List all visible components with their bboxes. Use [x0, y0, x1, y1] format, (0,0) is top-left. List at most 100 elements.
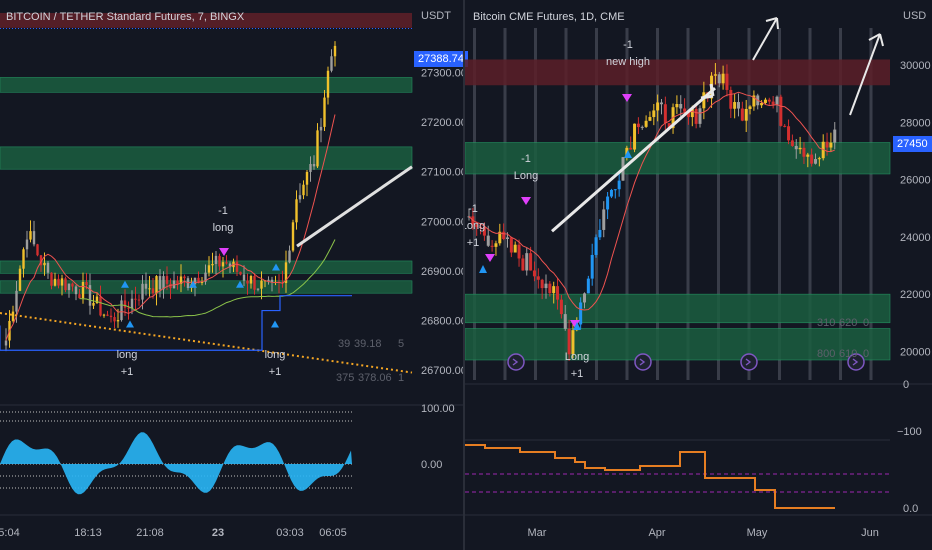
- right-candle: [737, 102, 740, 109]
- left-candle: [309, 163, 312, 172]
- left-price-tick: 26800.00: [421, 315, 463, 327]
- left-support-zone: [0, 146, 413, 170]
- left-candle: [29, 231, 32, 240]
- right-candle: [629, 147, 633, 150]
- left-candle: [46, 262, 50, 273]
- left-candle: [71, 283, 74, 287]
- right-session-stripe: [656, 28, 659, 380]
- left-candle: [109, 315, 113, 318]
- right-session-stripe: [564, 28, 568, 380]
- right-candle: [783, 125, 787, 127]
- left-candle: [60, 278, 64, 286]
- right-signal-annotation: -1: [468, 203, 478, 215]
- left-candle: [298, 195, 302, 200]
- right-price-tick: 22000: [900, 289, 931, 301]
- right-session-stripe: [778, 28, 781, 380]
- left-candle: [106, 314, 109, 316]
- right-candle: [513, 244, 517, 253]
- right-candle: [733, 102, 737, 109]
- right-time-tick: May: [747, 527, 768, 539]
- left-candle: [207, 265, 211, 273]
- right-candle: [529, 253, 533, 271]
- left-candle: [246, 280, 249, 284]
- left-resistance-zone: [0, 12, 412, 28]
- left-candle: [137, 299, 141, 301]
- right-candle: [594, 237, 598, 255]
- right-chart-pane[interactable]: 30000 28000 26000 24000 22000 20000 -1 new high…: [465, 0, 932, 550]
- left-candle: [193, 277, 197, 285]
- left-indicator-value: 1: [398, 372, 404, 384]
- left-candle: [36, 244, 39, 256]
- right-candle: [660, 102, 663, 105]
- left-candle: [242, 274, 246, 281]
- right-candle: [794, 145, 798, 150]
- right-candle: [494, 243, 498, 247]
- left-candle: [197, 277, 200, 283]
- left-last-price-tag: 27388.74: [414, 51, 468, 67]
- right-price-tick: 28000: [900, 117, 931, 129]
- left-ma-fast: [5, 114, 336, 341]
- left-candle: [64, 278, 67, 291]
- left-candle: [99, 296, 102, 316]
- left-signal-annotation: long: [213, 222, 234, 234]
- right-candle: [509, 237, 513, 253]
- right-candle: [617, 180, 621, 190]
- left-candle: [78, 294, 81, 299]
- right-candle: [583, 293, 586, 303]
- right-signal-annotation: Long: [565, 351, 589, 363]
- left-indicator-value: 39.18: [354, 338, 382, 350]
- right-sell-arrow: [521, 197, 531, 205]
- right-sell-arrow: [622, 94, 632, 102]
- right-time-tick: Mar: [528, 527, 547, 539]
- right-candle: [502, 231, 506, 239]
- right-sell-arrow: [485, 254, 495, 262]
- left-candle: [179, 276, 183, 284]
- left-dotted-trendline: [0, 312, 413, 374]
- left-chart-title: BITCOIN / TETHER Standard Futures, 7, BI…: [6, 11, 245, 23]
- right-candle: [656, 102, 660, 111]
- right-up-arrow-1-head: [765, 17, 779, 30]
- left-candle: [249, 275, 253, 284]
- right-candle: [602, 209, 606, 230]
- left-support-zone: [0, 77, 413, 93]
- left-oscillator-area: [0, 432, 352, 495]
- left-price-chart[interactable]: 27300.00 27200.00 27100.00 27000.00 26900.00…: [0, 0, 463, 550]
- right-candle: [663, 104, 667, 124]
- left-indicator-value: 378.06: [358, 372, 392, 384]
- pane-divider[interactable]: [463, 0, 465, 550]
- right-sell-arrow: [570, 320, 580, 328]
- right-candle: [498, 231, 502, 244]
- right-candle: [644, 120, 648, 127]
- right-candle: [506, 237, 509, 239]
- left-time-tick: 23: [212, 527, 224, 539]
- right-session-stripe: [717, 28, 720, 380]
- right-signal-annotation: +1: [467, 237, 480, 249]
- left-candle: [39, 255, 43, 266]
- right-candle: [540, 279, 544, 289]
- left-price-tick: 27300.00: [421, 67, 463, 79]
- left-candle: [127, 307, 130, 309]
- left-candle: [291, 222, 295, 251]
- right-candle: [752, 95, 756, 107]
- left-chart-pane[interactable]: 27300.00 27200.00 27100.00 27000.00 26900.00…: [0, 0, 468, 550]
- right-candle: [563, 314, 567, 329]
- right-unit-label: USD: [903, 10, 927, 22]
- right-price-chart[interactable]: 30000 28000 26000 24000 22000 20000 -1 new high…: [465, 0, 932, 550]
- right-event-marker-glyph: [512, 358, 519, 366]
- right-candle: [613, 189, 617, 191]
- right-signal-annotation: +1: [571, 368, 584, 380]
- right-candle: [675, 103, 679, 108]
- right-support-zone: [465, 328, 891, 361]
- left-candle: [270, 279, 274, 283]
- right-candle: [787, 126, 791, 141]
- left-candle: [134, 298, 137, 300]
- left-candle: [85, 282, 88, 286]
- right-drawn-trendline: [551, 86, 716, 233]
- left-time-tick: 18:13: [74, 527, 102, 539]
- right-support-zone: [465, 293, 891, 324]
- left-price-tick: 27000.00: [421, 216, 463, 228]
- left-candle: [113, 317, 116, 322]
- right-candle: [798, 147, 802, 150]
- right-candle: [482, 227, 486, 236]
- right-candle: [717, 74, 721, 84]
